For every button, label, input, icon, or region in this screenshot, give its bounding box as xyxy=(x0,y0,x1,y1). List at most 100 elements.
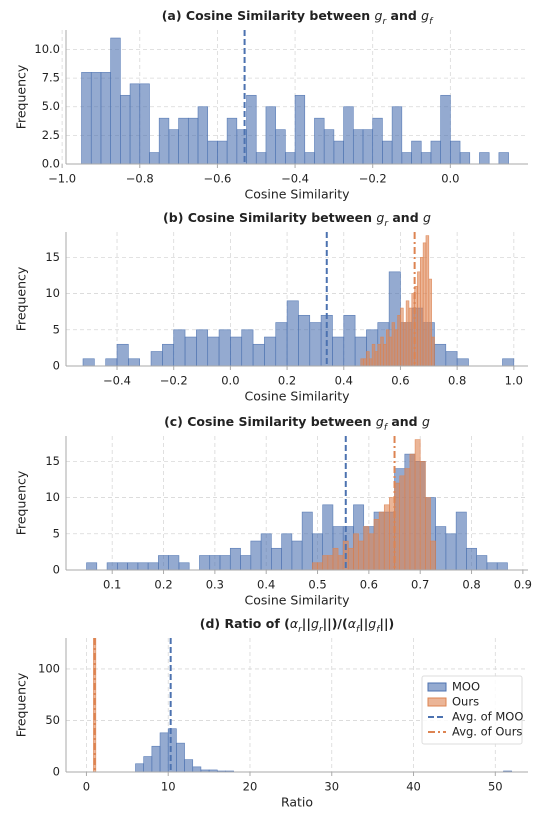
histogram-bar xyxy=(486,562,498,570)
histogram-bar xyxy=(420,152,432,164)
x-tick-label: 1.0 xyxy=(505,374,523,388)
y-tick-label: 5 xyxy=(53,322,60,336)
x-tick-label: 0.4 xyxy=(335,374,353,388)
histogram-bar xyxy=(209,555,221,570)
histogram-bar xyxy=(271,547,282,570)
x-tick-label: 10 xyxy=(161,780,176,794)
x-tick-label: 0.8 xyxy=(462,578,480,592)
histogram-bar xyxy=(184,759,194,772)
x-tick-label: 0.1 xyxy=(103,578,121,592)
histogram-bar xyxy=(312,562,318,570)
histogram-bar xyxy=(428,278,432,366)
histogram-bar xyxy=(301,511,313,570)
y-tick-label: 10.0 xyxy=(34,42,60,56)
histogram-bar xyxy=(275,129,286,164)
histogram-bar xyxy=(151,745,161,772)
x-tick-label: −0.2 xyxy=(160,374,188,388)
histogram-bar xyxy=(332,547,339,570)
histogram-bar xyxy=(309,322,322,366)
histogram-bar xyxy=(128,358,140,366)
histogram-bar xyxy=(184,336,197,366)
histogram-bar xyxy=(86,562,98,570)
title-part: g xyxy=(311,616,319,631)
histogram-bar xyxy=(192,766,202,772)
histogram-bar xyxy=(378,511,385,570)
x-tick-label: 50 xyxy=(488,780,503,794)
histogram-bar xyxy=(90,72,102,164)
histogram-bar xyxy=(382,140,393,164)
histogram-bar xyxy=(327,555,334,570)
title-part: and xyxy=(388,210,423,225)
y-tick-label: 0 xyxy=(53,359,60,373)
histogram-bar xyxy=(241,329,254,366)
histogram-bar xyxy=(199,555,211,570)
histogram-bar xyxy=(162,343,175,366)
histogram-bar xyxy=(117,562,128,570)
histogram-bar xyxy=(476,555,488,570)
y-tick-label: 10 xyxy=(45,286,60,300)
plot-area xyxy=(81,30,509,164)
y-tick-label: 15 xyxy=(45,454,60,468)
histogram-bar xyxy=(105,358,118,366)
histogram-bar xyxy=(422,242,427,366)
histogram-bar xyxy=(371,343,376,366)
histogram-bar xyxy=(304,152,315,164)
histogram-bar xyxy=(445,533,457,570)
x-tick-label: 0.5 xyxy=(308,578,326,592)
subplot-title: (d) Ratio of (αr||gr||)/(αf||gf||) xyxy=(200,616,394,635)
subplot-title: (b) Cosine Similarity between gr and g xyxy=(163,210,431,229)
histogram-bar xyxy=(116,343,129,366)
histogram-bar xyxy=(246,94,257,164)
histogram-bar xyxy=(348,547,354,570)
histogram-bar xyxy=(391,106,403,164)
histogram-bar xyxy=(372,117,383,164)
legend-label: Avg. of MOO xyxy=(452,710,523,724)
title-part: g xyxy=(421,8,429,23)
histogram-bar xyxy=(217,140,228,164)
histogram-bar xyxy=(298,314,311,366)
histogram-bar xyxy=(178,117,189,164)
x-axis-label: Cosine Similarity xyxy=(244,389,350,404)
x-tick-label: −0.6 xyxy=(203,172,231,186)
histogram-bar xyxy=(226,117,238,164)
y-tick-label: 7.5 xyxy=(42,71,60,85)
histogram-bar xyxy=(419,257,424,366)
histogram-bar xyxy=(425,497,431,570)
histogram-bar xyxy=(353,533,359,570)
histogram-bar xyxy=(332,336,345,366)
histogram-bar xyxy=(100,72,111,164)
histogram-bar xyxy=(337,555,344,570)
x-axis-label: Ratio xyxy=(281,795,313,810)
histogram-bar xyxy=(264,336,277,366)
histogram-bar xyxy=(317,562,323,570)
histogram-bar xyxy=(450,140,461,164)
title-part: || xyxy=(359,616,368,631)
title-part: r xyxy=(384,219,389,229)
histogram-bar xyxy=(368,358,373,366)
x-axis-label: Cosine Similarity xyxy=(244,187,350,202)
histogram-bar xyxy=(352,129,364,164)
title-part: r xyxy=(382,17,387,27)
title-part: g xyxy=(423,210,431,225)
histogram-bar xyxy=(110,37,121,164)
histogram-bar xyxy=(434,343,447,366)
x-tick-label: 0.4 xyxy=(257,578,275,592)
histogram-bar xyxy=(363,358,367,366)
histogram-bar xyxy=(399,475,406,570)
histogram-bar xyxy=(459,152,471,164)
histogram-bar xyxy=(196,329,209,366)
y-tick-label: 0 xyxy=(53,563,60,577)
histogram-bar xyxy=(380,336,384,366)
histogram-bar xyxy=(383,343,387,366)
subplot: (c) Cosine Similarity between gf and g05… xyxy=(14,414,533,608)
x-tick-label: 0.0 xyxy=(441,172,459,186)
legend-swatch xyxy=(427,697,447,707)
histogram-bar xyxy=(225,770,234,772)
histogram-bar xyxy=(445,351,458,366)
title-part: g xyxy=(376,414,384,429)
x-tick-label: −0.8 xyxy=(126,172,154,186)
histogram-bar xyxy=(455,511,467,570)
histogram-bar xyxy=(496,562,508,570)
histogram-bar xyxy=(404,468,411,570)
